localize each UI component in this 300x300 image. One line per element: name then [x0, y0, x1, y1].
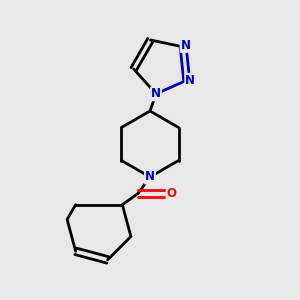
Text: N: N [151, 87, 161, 101]
Text: N: N [145, 170, 155, 184]
Text: O: O [167, 187, 177, 200]
Text: N: N [181, 39, 190, 52]
Text: N: N [185, 74, 195, 87]
